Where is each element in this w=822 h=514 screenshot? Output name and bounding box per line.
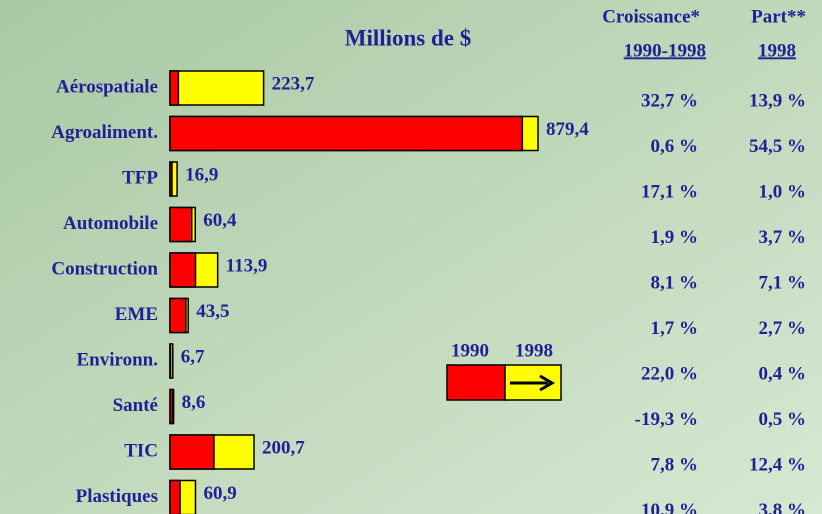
bar-1990 xyxy=(169,206,193,243)
value-label: 60,9 xyxy=(203,483,236,504)
bar-1990 xyxy=(169,70,180,106)
share-value: 12,4 % xyxy=(749,454,806,475)
value-label: 16,9 xyxy=(185,164,218,185)
growth-value: 32,7 % xyxy=(641,90,698,111)
category-label: Santé xyxy=(113,395,158,416)
category-label: Construction xyxy=(51,258,158,279)
growth-header-period: 1990-1998 xyxy=(624,40,706,61)
growth-value: 22,0 % xyxy=(641,363,698,384)
growth-value: 8,1 % xyxy=(651,272,699,293)
value-label: 60,4 xyxy=(203,210,237,231)
category-label: EME xyxy=(115,304,158,325)
value-label: 113,9 xyxy=(226,255,268,276)
share-value: 2,7 % xyxy=(759,318,807,339)
bar-1998 xyxy=(169,70,265,106)
bar-1990 xyxy=(169,388,174,425)
growth-value: 7,8 % xyxy=(651,454,699,475)
bar-1990 xyxy=(169,252,197,288)
category-label: Environn. xyxy=(77,349,159,370)
value-label: 43,5 xyxy=(196,301,229,322)
growth-value: 10,9 % xyxy=(641,500,698,514)
growth-value: 1,7 % xyxy=(651,318,699,339)
legend-arrowhead xyxy=(539,374,555,392)
legend-swatch-1990 xyxy=(446,364,506,401)
share-value: 1,0 % xyxy=(759,181,807,202)
growth-value: 17,1 % xyxy=(641,181,698,202)
bar-1990 xyxy=(169,115,524,152)
value-label: 223,7 xyxy=(272,73,315,94)
bar-1990 xyxy=(169,343,172,379)
legend-label: 1998 xyxy=(515,340,553,361)
bar-1990 xyxy=(169,297,187,334)
share-value: 54,5 % xyxy=(749,136,806,157)
category-label: Plastiques xyxy=(76,486,158,507)
share-value: 13,9 % xyxy=(749,90,806,111)
share-header-year: 1998 xyxy=(758,40,796,61)
growth-value: -19,3 % xyxy=(635,409,698,430)
share-value: 0,4 % xyxy=(759,363,807,384)
bar-1990 xyxy=(169,161,173,197)
share-value: 3,8 % xyxy=(759,500,807,514)
bar-1990 xyxy=(169,479,181,514)
category-label: Agroaliment. xyxy=(51,122,158,143)
share-value: 0,5 % xyxy=(759,409,807,430)
growth-value: 1,9 % xyxy=(651,227,699,248)
share-value: 3,7 % xyxy=(759,227,807,248)
share-header: Part** xyxy=(751,6,806,27)
category-label: TIC xyxy=(124,440,158,461)
legend-label: 1990 xyxy=(451,340,489,361)
category-label: Aérospatiale xyxy=(56,76,158,97)
category-label: TFP xyxy=(122,167,158,188)
value-label: 879,4 xyxy=(546,119,589,140)
value-label: 6,7 xyxy=(181,346,205,367)
bar-1990 xyxy=(169,434,215,470)
value-label: 8,6 xyxy=(182,392,206,413)
growth-header: Croissance* xyxy=(602,6,700,27)
category-label: Automobile xyxy=(63,213,158,234)
share-value: 7,1 % xyxy=(759,272,807,293)
chart-title: Millions de $ xyxy=(345,25,472,50)
growth-value: 0,6 % xyxy=(651,136,699,157)
value-label: 200,7 xyxy=(262,437,305,458)
